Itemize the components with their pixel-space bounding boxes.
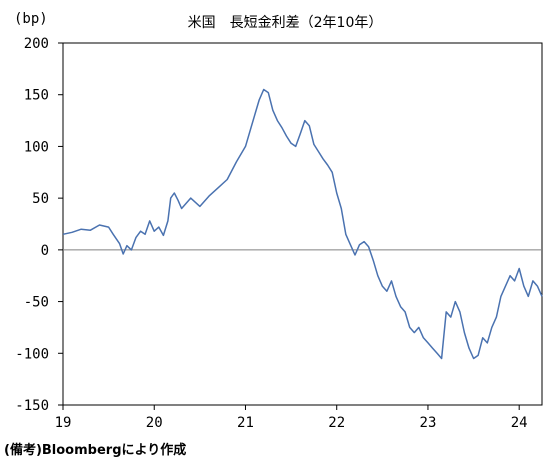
chart-title: 米国 長短金利差（2年10年）: [188, 15, 383, 31]
x-tick-label: 23: [420, 415, 437, 431]
y-tick-label: 150: [24, 88, 49, 104]
x-tick-label: 19: [55, 415, 72, 431]
x-tick-label: 20: [146, 415, 163, 431]
x-axis: 19 20 21 22 23 24: [55, 405, 528, 431]
x-tick-label: 22: [328, 415, 345, 431]
x-tick-label: 21: [237, 415, 254, 431]
y-axis: 200 150 100 50 0 -50 -100 -150: [15, 36, 63, 414]
series-line-2y10y-spread: [62, 88, 543, 360]
y-tick-label: 0: [41, 243, 49, 259]
y-tick-label: -50: [24, 295, 49, 311]
y-tick-label: 50: [32, 191, 49, 207]
y-tick-label: -150: [15, 398, 49, 414]
y-axis-unit-label: (bp): [14, 11, 48, 27]
footnote: (備考)Bloombergにより作成: [4, 443, 187, 458]
x-tick-label: 24: [511, 415, 528, 431]
y-tick-label: 200: [24, 36, 49, 52]
y-tick-label: 100: [24, 139, 49, 155]
plot-area: [62, 42, 543, 406]
y-tick-label: -100: [15, 346, 49, 362]
